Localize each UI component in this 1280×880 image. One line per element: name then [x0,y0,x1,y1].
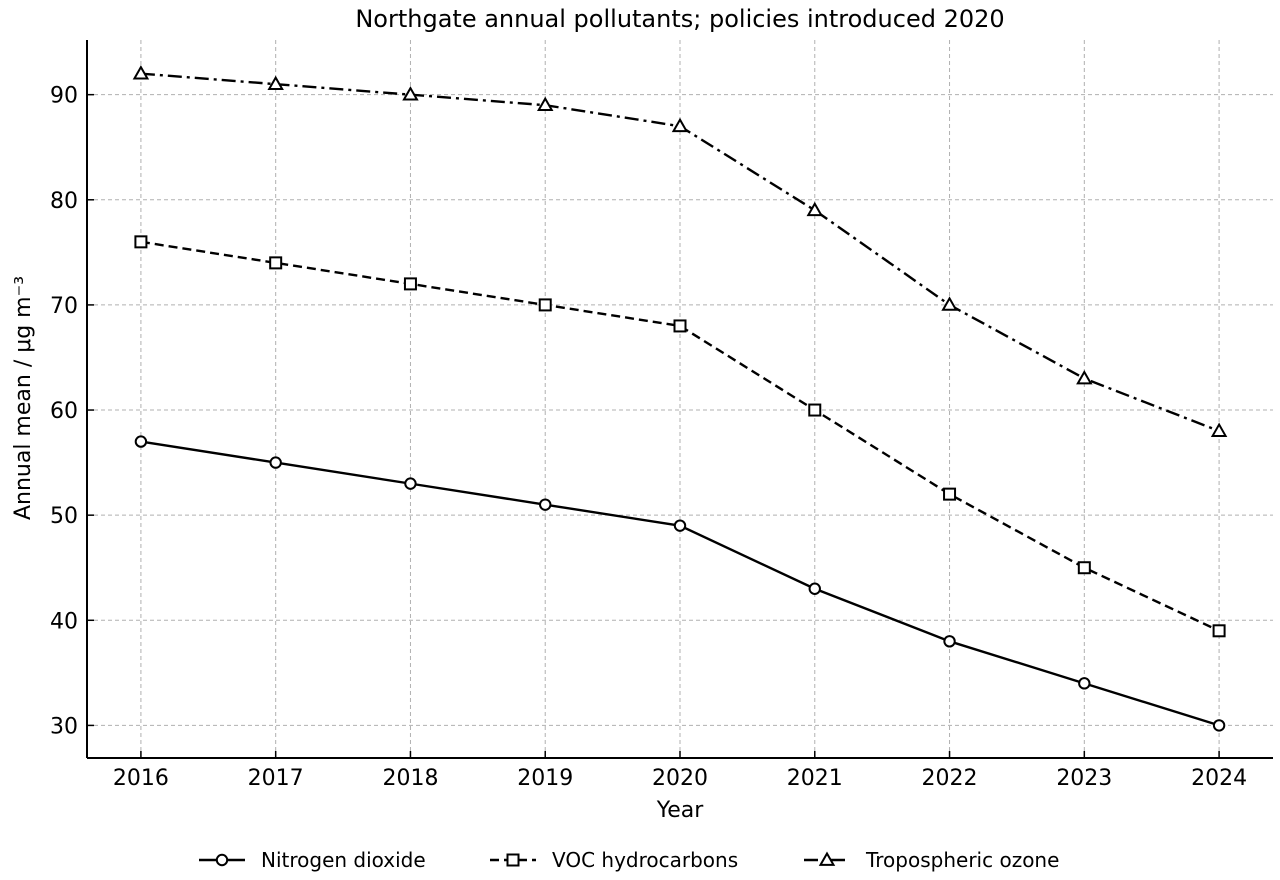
x-tick-label: 2022 [922,766,978,791]
legend-marker-voc-hydrocarbons [506,853,520,867]
data-point-voc-hydrocarbons [808,403,822,417]
data-point-tropospheric-ozone [267,75,284,91]
data-point-voc-hydrocarbons [403,277,417,291]
data-point-nitrogen-dioxide [1078,677,1091,690]
y-tick-label: 50 [50,504,78,529]
x-tick-label: 2023 [1056,766,1112,791]
x-tick-label: 2016 [113,766,169,791]
legend-label-nitrogen-dioxide: Nitrogen dioxide [261,848,426,872]
x-axis-label: Year [656,798,705,823]
data-point-nitrogen-dioxide [134,435,148,448]
chart-title: Northgate annual pollutants; policies in… [355,5,1004,33]
data-point-voc-hydrocarbons [1077,561,1091,575]
x-tick-label: 2021 [787,766,843,791]
series-group [132,65,1228,732]
data-point-voc-hydrocarbons [538,298,552,312]
series-tropospheric-ozone [132,65,1228,437]
legend-label-tropospheric-ozone: Tropospheric ozone [865,848,1059,872]
data-point-nitrogen-dioxide [943,635,956,648]
axes: 2016 2017 2018 2019 2020 2021 2022 2023 2024 30 40… [50,40,1273,791]
y-tick-label: 30 [50,714,78,739]
legend: Nitrogen dioxide VOC hydrocarbons Troposph… [199,848,1059,872]
data-point-tropospheric-ozone [1210,422,1228,437]
data-point-tropospheric-ozone [1076,369,1093,385]
series-voc-hydrocarbons [134,235,1226,638]
data-point-tropospheric-ozone [402,86,419,101]
legend-item-voc-hydrocarbons: VOC hydrocarbons [490,848,738,872]
legend-marker-tropospheric-ozone [818,851,836,866]
data-point-voc-hydrocarbons [134,235,148,249]
x-tick-label: 2018 [382,766,438,791]
data-point-nitrogen-dioxide [1212,719,1226,732]
series-nitrogen-dioxide [134,435,1226,732]
y-tick-label: 80 [50,189,78,214]
data-point-nitrogen-dioxide [808,582,821,595]
grid-lines [87,40,1273,758]
data-point-voc-hydrocarbons [1212,624,1226,638]
y-axis-label-group: Annual mean / μg m⁻³ [11,276,36,520]
y-tick-label: 60 [50,399,78,424]
legend-item-tropospheric-ozone: Tropospheric ozone [804,848,1059,872]
x-tick-label: 2019 [517,766,573,791]
x-tick-label: 2017 [248,766,304,791]
data-point-nitrogen-dioxide [404,477,417,490]
y-tick-label: 70 [50,294,78,319]
data-point-voc-hydrocarbons [269,256,283,270]
data-point-tropospheric-ozone [671,117,689,133]
data-point-nitrogen-dioxide [539,498,552,511]
y-tick-label: 90 [50,84,78,109]
data-point-tropospheric-ozone [806,201,823,217]
legend-item-nitrogen-dioxide: Nitrogen dioxide [199,848,426,872]
legend-marker-nitrogen-dioxide [215,853,229,867]
data-point-tropospheric-ozone [537,96,554,112]
data-point-nitrogen-dioxide [673,519,687,532]
y-axis-label: Annual mean / μg m⁻³ [11,276,36,520]
legend-label-voc-hydrocarbons: VOC hydrocarbons [552,848,738,872]
data-point-nitrogen-dioxide [269,456,282,469]
data-point-voc-hydrocarbons [943,487,957,501]
data-point-tropospheric-ozone [132,65,150,80]
x-tick-label: 2020 [652,766,708,791]
y-tick-label: 40 [50,609,78,634]
data-point-voc-hydrocarbons [673,319,687,333]
x-tick-label: 2024 [1191,766,1247,791]
data-point-tropospheric-ozone [941,296,958,311]
